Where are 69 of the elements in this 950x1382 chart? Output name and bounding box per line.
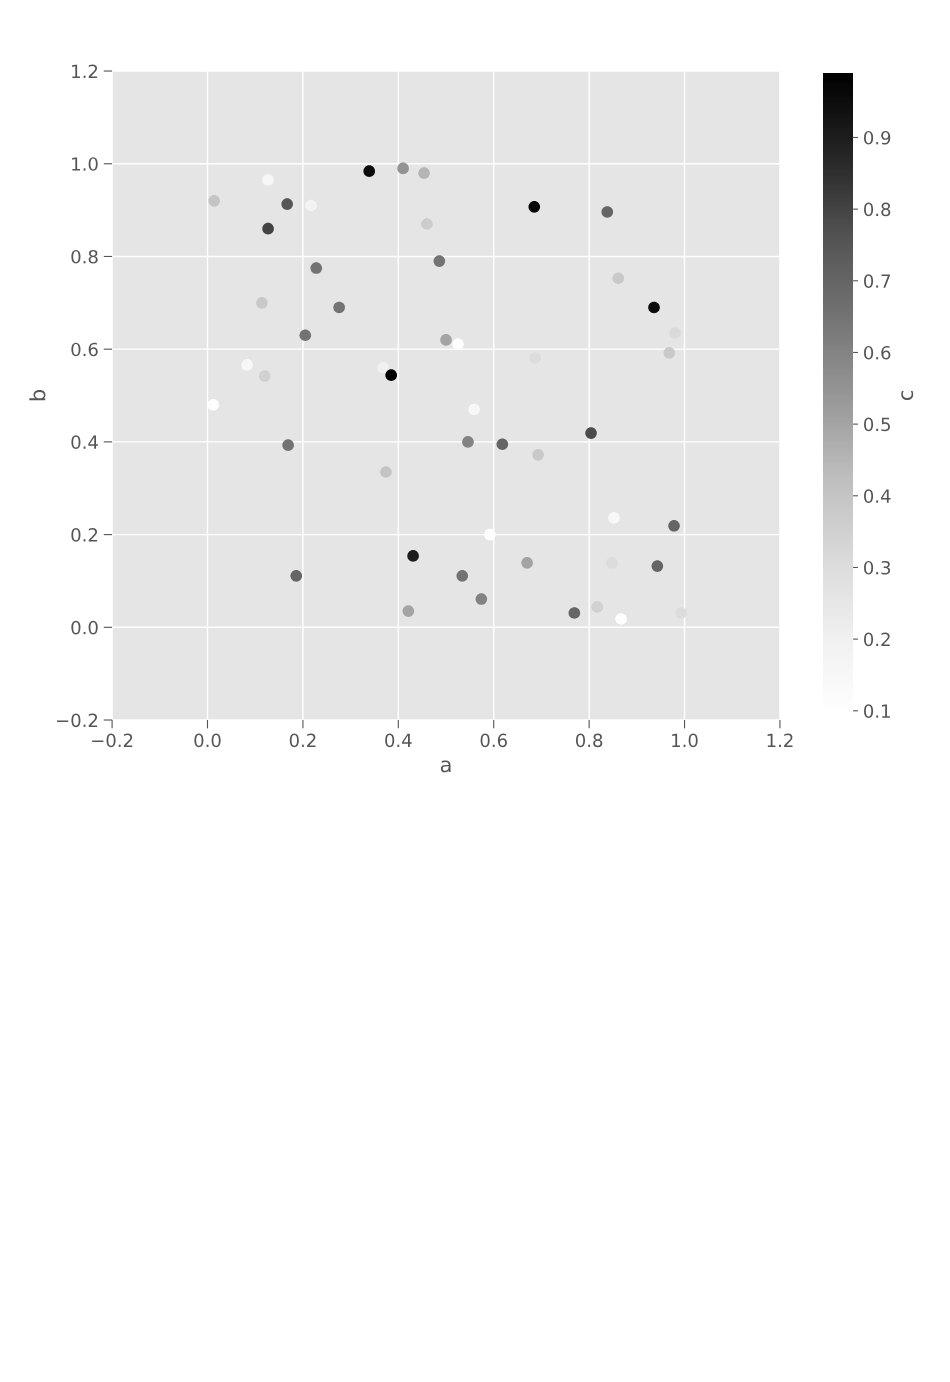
point	[601, 206, 614, 218]
y-axis-title: b	[29, 390, 46, 401]
point	[256, 297, 268, 309]
point	[585, 427, 597, 439]
point	[377, 361, 389, 374]
point	[281, 198, 293, 210]
point	[421, 218, 433, 230]
x-axis-title: a	[440, 760, 451, 773]
point	[208, 195, 220, 207]
point	[407, 550, 419, 562]
point	[675, 607, 688, 619]
y-tick-label: 0.6	[71, 342, 98, 357]
color-bar-label: 0.4	[864, 489, 891, 503]
point	[402, 605, 415, 617]
color-bar-label: 0.6	[864, 345, 891, 360]
point	[433, 255, 446, 267]
x-tick-label: 0.0	[194, 733, 221, 748]
color-bar-label: 0.3	[864, 560, 891, 575]
y-tick-label: 0.8	[71, 249, 98, 264]
color-bar-label: 0.9	[864, 130, 891, 145]
x-tick-label: 0.6	[480, 733, 507, 748]
point	[385, 369, 397, 381]
x-tick-label: 1.0	[672, 733, 698, 748]
color-bar-label: 0.7	[864, 274, 890, 288]
point	[452, 338, 464, 350]
point	[207, 398, 220, 411]
point	[299, 329, 312, 342]
point	[668, 519, 680, 532]
y-tick-label: 0.0	[71, 620, 98, 635]
y-tick-label: −0.2	[56, 713, 98, 728]
point	[262, 222, 274, 235]
x-tick-label: 1.2	[767, 733, 793, 747]
point	[333, 301, 345, 314]
x-tick-label: −0.2	[92, 733, 133, 748]
point	[528, 201, 541, 213]
point	[290, 570, 303, 582]
point	[310, 262, 323, 274]
point	[615, 613, 627, 625]
color-bar-title: c	[901, 391, 914, 401]
y-tick-label: 1.2	[72, 64, 98, 78]
point	[532, 449, 544, 461]
x-tick-label: 0.2	[289, 733, 316, 748]
point	[484, 528, 496, 541]
color-bar-label: 0.5	[864, 417, 890, 432]
color-bar-label: 0.1	[864, 704, 890, 718]
point	[282, 439, 294, 451]
x-tick-label: 0.8	[575, 733, 603, 748]
point	[397, 162, 409, 175]
point	[418, 167, 430, 179]
x-tick-label: 0.4	[385, 733, 412, 748]
point	[363, 165, 376, 177]
point	[475, 593, 488, 605]
point	[496, 438, 509, 451]
point	[380, 466, 392, 478]
point	[612, 272, 625, 285]
point	[440, 334, 452, 346]
point	[591, 601, 604, 613]
point	[568, 607, 581, 619]
color-bar-label: 0.8	[864, 202, 891, 217]
color-bar-label: 0.2	[864, 632, 890, 647]
point	[648, 301, 660, 314]
point	[521, 557, 533, 569]
y-tick-label: 1.0	[72, 157, 98, 171]
y-tick-label: 0.4	[71, 435, 98, 449]
point	[462, 436, 474, 448]
y-tick-label: 0.2	[71, 528, 98, 542]
point	[456, 570, 469, 582]
point	[663, 347, 676, 359]
point	[651, 560, 664, 572]
